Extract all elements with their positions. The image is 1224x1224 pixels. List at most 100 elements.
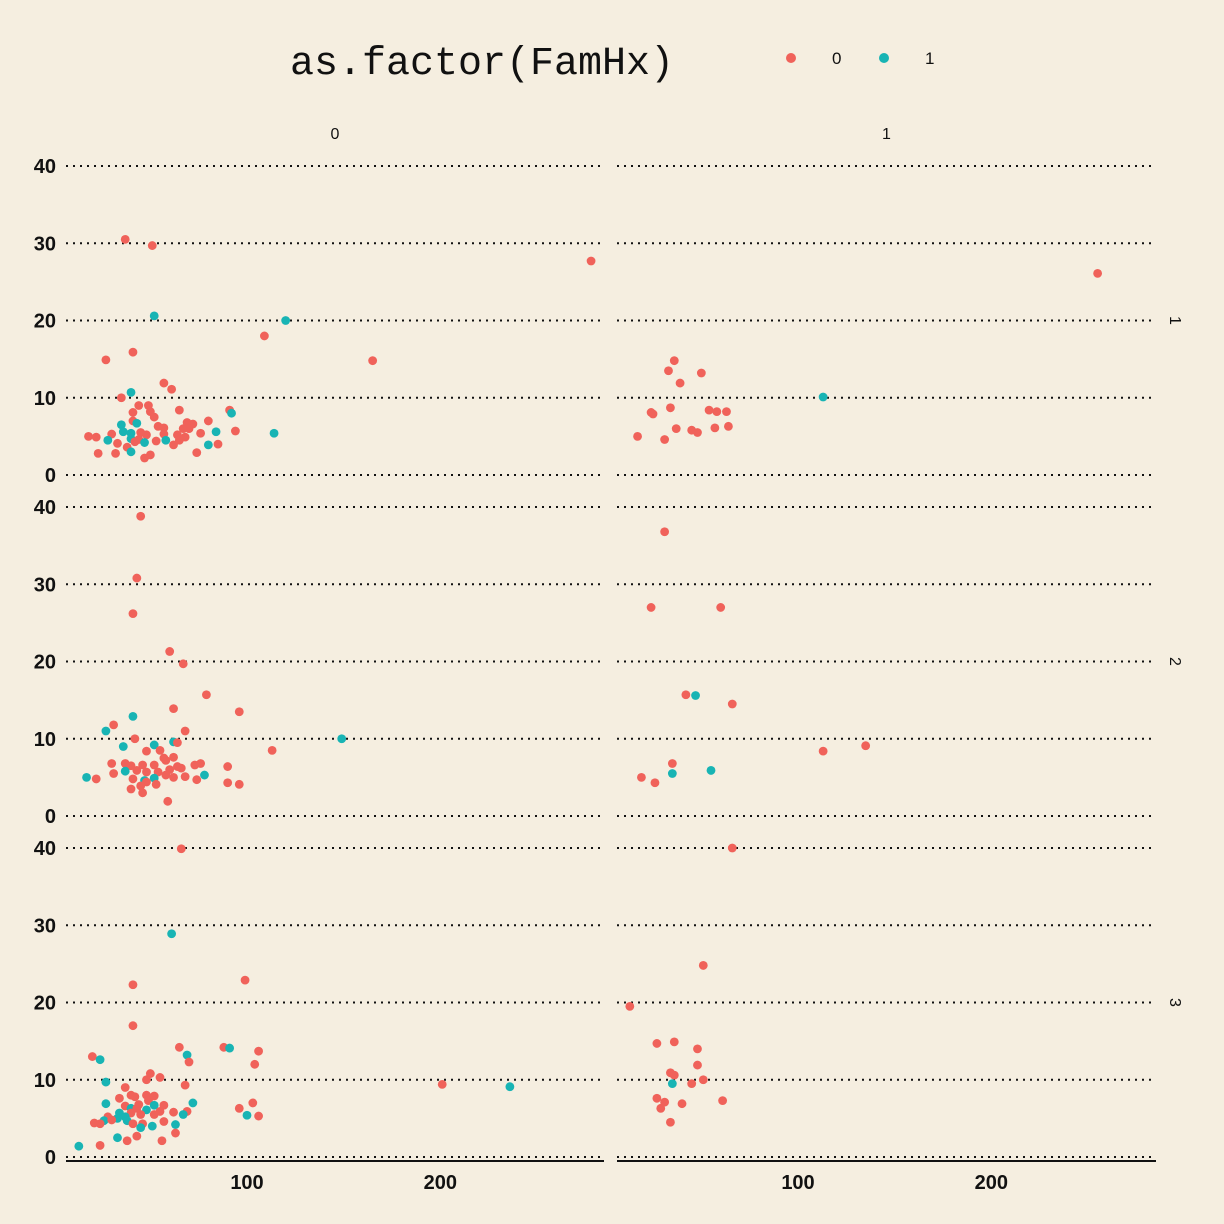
data-point-famhx-0 xyxy=(712,407,722,417)
data-point-famhx-0 xyxy=(126,784,136,794)
data-point-famhx-0 xyxy=(101,355,111,365)
data-point-famhx-0 xyxy=(718,1096,728,1106)
data-point-famhx-0 xyxy=(159,378,169,388)
data-point-famhx-1 xyxy=(161,435,171,445)
data-point-famhx-1 xyxy=(128,711,138,721)
data-point-famhx-0 xyxy=(656,1103,666,1113)
data-point-famhx-0 xyxy=(174,1042,184,1052)
data-point-famhx-1 xyxy=(200,770,209,780)
data-point-famhx-1 xyxy=(82,772,91,782)
data-point-famhx-0 xyxy=(169,1107,178,1117)
y-tick-label: 40 xyxy=(34,497,56,519)
data-point-famhx-1 xyxy=(188,1098,198,1108)
data-point-famhx-0 xyxy=(91,432,101,442)
data-point-famhx-0 xyxy=(128,980,138,990)
data-point-famhx-1 xyxy=(149,1100,159,1110)
data-point-famhx-0 xyxy=(234,779,244,789)
data-point-famhx-0 xyxy=(128,774,138,784)
data-point-famhx-0 xyxy=(666,1117,675,1127)
data-point-famhx-0 xyxy=(223,762,233,771)
data-point-famhx-0 xyxy=(267,745,277,755)
data-point-famhx-0 xyxy=(174,405,184,415)
data-point-famhx-0 xyxy=(157,1136,167,1146)
data-point-famhx-0 xyxy=(159,423,169,433)
data-point-famhx-1 xyxy=(818,392,828,402)
data-point-famhx-0 xyxy=(142,430,151,440)
data-point-famhx-0 xyxy=(698,961,708,970)
data-point-famhx-1 xyxy=(667,1079,677,1089)
legend-label-0: 0 xyxy=(832,49,841,68)
data-point-famhx-0 xyxy=(184,1057,194,1067)
data-point-famhx-1 xyxy=(120,766,130,776)
data-point-famhx-0 xyxy=(669,1070,679,1080)
y-tick-label: 20 xyxy=(34,652,56,674)
data-point-famhx-0 xyxy=(203,416,213,426)
data-point-famhx-0 xyxy=(113,438,122,448)
data-point-famhx-0 xyxy=(178,659,188,669)
data-point-famhx-0 xyxy=(155,1073,165,1082)
y-tick-label: 30 xyxy=(34,574,56,596)
data-point-famhx-0 xyxy=(192,775,202,785)
data-point-famhx-1 xyxy=(171,1120,180,1129)
data-point-famhx-0 xyxy=(666,403,675,413)
data-point-famhx-0 xyxy=(368,356,378,366)
data-point-famhx-1 xyxy=(167,929,177,939)
data-point-famhx-0 xyxy=(184,424,194,434)
data-point-famhx-0 xyxy=(95,1141,105,1150)
data-point-famhx-0 xyxy=(202,690,211,700)
data-point-famhx-1 xyxy=(505,1082,515,1092)
y-tick-label: 10 xyxy=(34,729,56,751)
data-point-famhx-1 xyxy=(269,428,279,438)
data-point-famhx-1 xyxy=(691,691,700,700)
data-point-famhx-0 xyxy=(130,1092,140,1102)
data-point-famhx-0 xyxy=(722,407,731,417)
data-point-famhx-0 xyxy=(633,431,642,441)
data-point-famhx-0 xyxy=(128,347,138,357)
data-point-famhx-0 xyxy=(159,1117,169,1126)
data-point-famhx-0 xyxy=(169,752,178,762)
data-point-famhx-0 xyxy=(149,412,159,422)
data-point-famhx-0 xyxy=(687,1079,697,1089)
data-point-famhx-0 xyxy=(142,746,151,756)
data-point-famhx-0 xyxy=(95,1119,105,1129)
data-point-famhx-1 xyxy=(149,740,159,750)
data-point-famhx-0 xyxy=(671,424,681,434)
y-tick-label: 0 xyxy=(45,806,56,828)
data-point-famhx-0 xyxy=(169,704,178,714)
data-point-famhx-0 xyxy=(196,759,206,768)
data-point-famhx-0 xyxy=(128,609,138,619)
data-point-famhx-0 xyxy=(667,759,677,768)
data-point-famhx-0 xyxy=(120,234,130,244)
data-point-famhx-1 xyxy=(118,427,128,437)
data-point-famhx-0 xyxy=(681,690,691,700)
data-point-famhx-0 xyxy=(111,448,120,458)
y-tick-label: 10 xyxy=(34,388,56,410)
data-point-famhx-0 xyxy=(161,770,171,780)
data-point-famhx-0 xyxy=(677,1099,687,1109)
data-point-famhx-0 xyxy=(698,1075,708,1085)
data-point-famhx-1 xyxy=(203,440,213,450)
data-point-famhx-0 xyxy=(115,1093,124,1103)
data-point-famhx-0 xyxy=(696,368,706,378)
data-point-famhx-0 xyxy=(149,1110,159,1119)
data-point-famhx-0 xyxy=(145,450,155,460)
data-point-famhx-0 xyxy=(138,760,148,770)
data-point-famhx-0 xyxy=(151,436,161,446)
data-point-famhx-0 xyxy=(130,734,140,744)
data-point-famhx-0 xyxy=(169,440,178,450)
data-point-famhx-0 xyxy=(120,1083,130,1092)
data-point-famhx-0 xyxy=(704,405,714,415)
data-point-famhx-0 xyxy=(675,378,685,388)
data-point-famhx-0 xyxy=(437,1079,447,1089)
data-point-famhx-1 xyxy=(242,1110,252,1120)
data-point-famhx-0 xyxy=(727,843,737,853)
data-point-famhx-0 xyxy=(231,426,240,436)
data-point-famhx-0 xyxy=(116,393,126,403)
data-point-famhx-1 xyxy=(182,1050,192,1060)
data-point-famhx-0 xyxy=(693,1060,702,1070)
data-point-famhx-0 xyxy=(128,1021,138,1031)
data-point-famhx-0 xyxy=(660,527,670,537)
facet-row-label-2: 2 xyxy=(1166,657,1183,666)
data-point-famhx-0 xyxy=(234,1103,244,1113)
